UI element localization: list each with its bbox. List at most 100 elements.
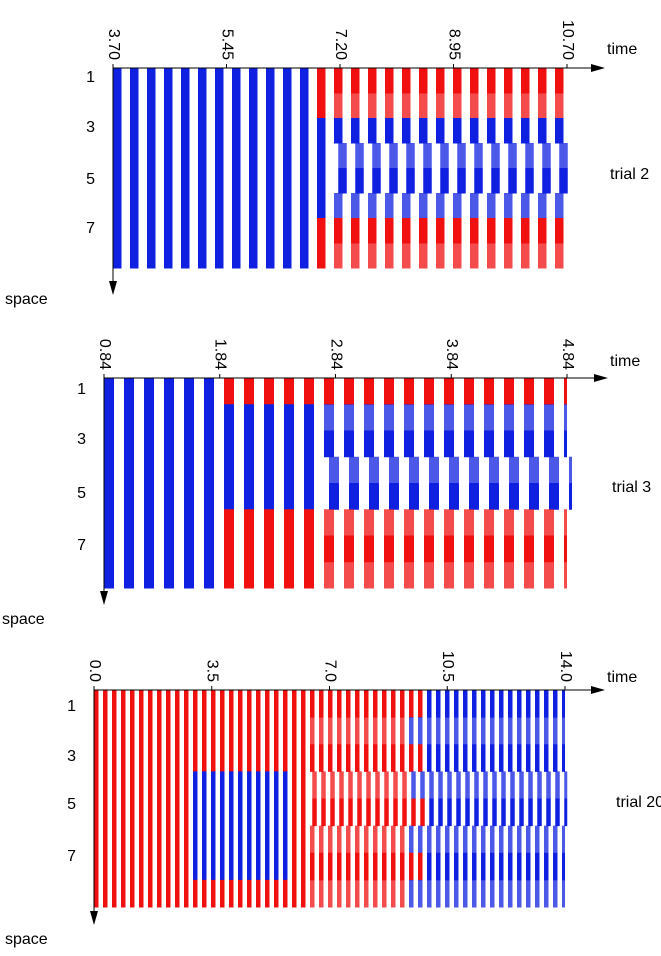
heatmap-stripe bbox=[535, 744, 540, 772]
heatmap-stripe bbox=[402, 193, 411, 219]
row-label: 7 bbox=[77, 537, 86, 554]
heatmap-stripe bbox=[329, 483, 339, 510]
heatmap-stripe bbox=[454, 879, 459, 908]
heatmap-stripe bbox=[524, 509, 534, 536]
heatmap-stripe bbox=[555, 193, 564, 219]
heatmap-stripe bbox=[204, 561, 214, 589]
heatmap-stripe bbox=[147, 118, 156, 144]
heatmap-stripe bbox=[202, 717, 207, 745]
heatmap-stripe bbox=[384, 561, 394, 589]
heatmap-stripe bbox=[339, 798, 344, 827]
heatmap-stripe bbox=[504, 404, 514, 431]
heatmap-stripe bbox=[555, 68, 564, 94]
heatmap-stripe bbox=[166, 690, 171, 718]
heatmap-stripe bbox=[328, 717, 333, 745]
heatmap-stripe bbox=[198, 143, 207, 169]
heatmap-stripe bbox=[112, 717, 117, 745]
heatmap-stripe bbox=[454, 717, 459, 745]
heatmap-stripe bbox=[487, 68, 496, 94]
heatmap-stripe bbox=[484, 535, 494, 563]
heatmap-stripe bbox=[211, 852, 216, 881]
heatmap-stripe bbox=[373, 717, 378, 745]
heatmap-stripe bbox=[391, 852, 396, 881]
heatmap-stripe bbox=[553, 744, 558, 772]
heatmap-stripe bbox=[304, 378, 314, 405]
heatmap-stripe bbox=[283, 168, 292, 194]
heatmap-stripe bbox=[409, 879, 414, 908]
heatmap-stripe bbox=[244, 378, 254, 405]
heatmap-stripe bbox=[264, 483, 274, 510]
heatmap-stripe bbox=[181, 118, 190, 144]
heatmap-stripe bbox=[301, 825, 306, 854]
heatmap-stripe bbox=[521, 193, 530, 219]
heatmap-stripe bbox=[164, 404, 174, 431]
heatmap-stripe bbox=[357, 798, 362, 827]
heatmap-stripe bbox=[229, 771, 234, 799]
heatmap-stripe bbox=[130, 93, 139, 119]
heatmap-stripe bbox=[436, 193, 445, 219]
heatmap-stripe bbox=[94, 825, 99, 854]
heatmap-stripe bbox=[444, 378, 454, 405]
heatmap-stripe bbox=[130, 717, 135, 745]
x-axis-label: time bbox=[610, 353, 640, 370]
heatmap-stripe bbox=[517, 825, 522, 854]
heatmap-stripe bbox=[130, 771, 135, 799]
heatmap-stripe bbox=[166, 798, 171, 827]
heatmap-stripe bbox=[400, 717, 405, 745]
heatmap-stripe bbox=[453, 218, 462, 244]
heatmap-stripe bbox=[402, 771, 407, 799]
heatmap-stripe bbox=[284, 456, 294, 484]
heatmap-stripe bbox=[301, 744, 306, 772]
heatmap-stripe bbox=[232, 68, 241, 94]
heatmap-stripe bbox=[193, 852, 198, 881]
heatmap-stripe bbox=[215, 193, 224, 219]
heatmap-stripe bbox=[555, 93, 564, 119]
heatmap-stripe bbox=[147, 93, 156, 119]
heatmap-stripe bbox=[501, 771, 506, 799]
heatmap-stripe bbox=[349, 483, 359, 510]
heatmap-stripe bbox=[157, 690, 162, 718]
heatmap-stripe bbox=[157, 744, 162, 772]
heatmap-stripe bbox=[283, 143, 292, 169]
heatmap-stripe bbox=[300, 143, 309, 169]
heatmap-stripe bbox=[147, 143, 156, 169]
heatmap-stripe bbox=[544, 825, 549, 854]
x-tick-label: 2.84 bbox=[327, 339, 344, 370]
heatmap-stripe bbox=[404, 509, 414, 536]
heatmap-stripe bbox=[283, 744, 288, 772]
heatmap-stripe bbox=[524, 404, 534, 431]
heatmap-stripe bbox=[224, 378, 234, 405]
heatmap-stripe bbox=[564, 378, 567, 405]
heatmap-stripe bbox=[247, 825, 252, 854]
heatmap-stripe bbox=[304, 430, 314, 458]
heatmap-stripe bbox=[364, 430, 374, 458]
heatmap-stripe bbox=[384, 404, 394, 431]
heatmap-stripe bbox=[553, 717, 558, 745]
x-tick-label: 8.95 bbox=[445, 29, 462, 60]
heatmap-stripe bbox=[553, 825, 558, 854]
heatmap-stripe bbox=[436, 218, 445, 244]
heatmap-stripe bbox=[328, 879, 333, 908]
x-axis-label: time bbox=[607, 669, 637, 686]
heatmap-stripe bbox=[529, 483, 539, 510]
heatmap-stripe bbox=[310, 717, 315, 745]
heatmap-stripe bbox=[364, 717, 369, 745]
heatmap-stripe bbox=[164, 68, 173, 94]
heatmap-stripe bbox=[321, 771, 326, 799]
heatmap-stripe bbox=[555, 243, 564, 269]
heatmap-stripe bbox=[521, 218, 530, 244]
heatmap-stripe bbox=[193, 798, 198, 827]
heatmap-stripe bbox=[266, 193, 275, 219]
heatmap-stripe bbox=[521, 68, 530, 94]
heatmap-stripe bbox=[409, 744, 414, 772]
heatmap-stripe bbox=[256, 798, 261, 827]
heatmap-stripe bbox=[544, 430, 554, 458]
x-tick-label: 14.0 bbox=[557, 651, 574, 682]
heatmap-stripe bbox=[436, 690, 441, 718]
heatmap-stripe bbox=[244, 509, 254, 536]
heatmap-stripe bbox=[229, 717, 234, 745]
heatmap-stripe bbox=[121, 798, 126, 827]
heatmap-stripe bbox=[355, 744, 360, 772]
heatmap-stripe bbox=[559, 143, 568, 169]
row-label: 7 bbox=[86, 220, 95, 237]
